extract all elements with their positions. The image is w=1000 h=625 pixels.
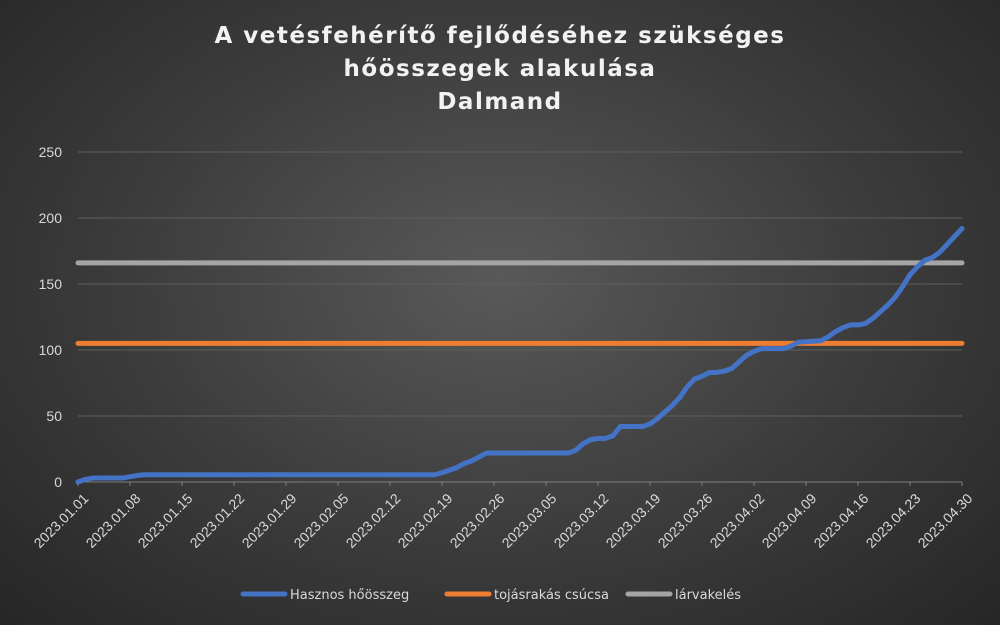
x-tick-label: 2023.03.05 [499,490,560,551]
x-tick-label: 2023.03.19 [603,490,664,551]
chart-title-line-1: A vetésfehérítő fejlődéséhez szükséges [214,23,786,49]
y-tick-label: 0 [54,474,62,490]
x-axis-ticks: 2023.01.012023.01.082023.01.152023.01.22… [31,482,976,551]
x-tick-label: 2023.02.26 [447,490,508,551]
x-tick-label: 2023.02.19 [395,490,456,551]
y-tick-label: 150 [39,276,63,292]
x-tick-label: 2023.02.12 [343,490,404,551]
legend-item: lárvakelés [625,588,741,603]
x-tick-label: 2023.01.08 [83,490,144,551]
x-tick-label: 2023.03.12 [551,490,612,551]
chart-title-line-3: Dalmand [437,89,563,115]
series-line-0 [75,226,965,485]
x-tick-label: 2023.02.05 [291,490,352,551]
legend: Hasznos hőösszeg tojásrakás csúcsa lárvake… [240,588,741,603]
x-tick-label: 2023.03.26 [655,490,716,551]
legend-label: lárvakelés [675,588,741,603]
x-tick-label: 2023.01.22 [187,490,248,551]
x-tick-label: 2023.01.15 [135,490,196,551]
x-tick-label: 2023.01.01 [31,490,92,551]
legend-label: tojásrakás csúcsa [494,588,609,603]
y-tick-label: 250 [39,144,63,160]
legend-item: Hasznos hőösszeg [240,588,409,603]
legend-item: tojásrakás csúcsa [444,588,609,603]
y-tick-label: 50 [46,408,62,424]
chart-title: A vetésfehérítő fejlődéséhez szükséges h… [0,20,1000,119]
y-tick-label: 200 [39,210,63,226]
x-tick-label: 2023.01.29 [239,490,300,551]
y-axis-ticks: 0 50 100 150 200 250 [39,144,63,490]
legend-label: Hasznos hőösszeg [290,588,409,603]
x-tick-label: 2023.04.30 [915,490,976,551]
x-tick-label: 2023.04.23 [863,490,924,551]
x-tick-label: 2023.04.02 [707,490,768,551]
y-tick-label: 100 [39,342,63,358]
chart-title-line-2: hőösszegek alakulása [343,56,657,82]
gridlines [78,151,962,483]
x-tick-label: 2023.04.09 [759,490,820,551]
x-tick-label: 2023.04.16 [811,490,872,551]
series-lines [75,226,965,485]
